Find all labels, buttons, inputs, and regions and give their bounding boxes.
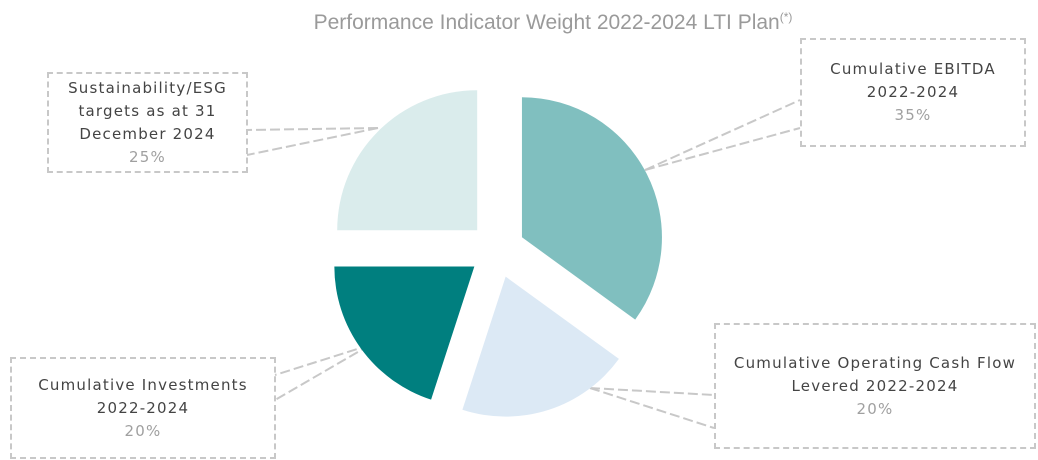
slice-label: Cumulative Investments 2022-2024 [38, 375, 248, 417]
slice-label-box: Cumulative Operating Cash Flow Levered 2… [714, 323, 1036, 449]
slice-value-label: 20% [856, 399, 894, 418]
leader-line [274, 344, 371, 401]
slice-label: Cumulative Operating Cash Flow Levered 2… [733, 353, 1017, 395]
slice-label: Sustainability/ESG targets as at 31 Dece… [68, 78, 227, 143]
pie-slice [337, 90, 478, 231]
leader-line [644, 127, 801, 171]
pie-slice [334, 266, 475, 400]
leader-line [246, 127, 379, 131]
leader-line [589, 387, 715, 429]
pie-slice [521, 97, 662, 320]
title-note: (*) [779, 10, 793, 24]
slice-label-box: Cumulative Investments 2022-2024 20% [10, 357, 276, 459]
slice-value-label: 25% [129, 147, 166, 166]
slice-label: Cumulative EBITDA 2022-2024 [830, 60, 996, 101]
slice-value-label: 20% [124, 421, 162, 440]
leader-line [246, 127, 379, 156]
slice-label-box: Cumulative EBITDA 2022-2024 35% [800, 38, 1026, 147]
title-text: Performance Indicator Weight 2022-2024 L… [313, 11, 780, 34]
slice-value-label: 35% [894, 106, 932, 124]
leader-line [644, 99, 801, 171]
pie-slice [462, 276, 619, 417]
leader-line [274, 344, 371, 376]
chart-title: Performance Indicator Weight 2022-2024 L… [0, 10, 1038, 35]
leader-line [589, 387, 715, 396]
slice-label-box: Sustainability/ESG targets as at 31 Dece… [47, 72, 248, 173]
